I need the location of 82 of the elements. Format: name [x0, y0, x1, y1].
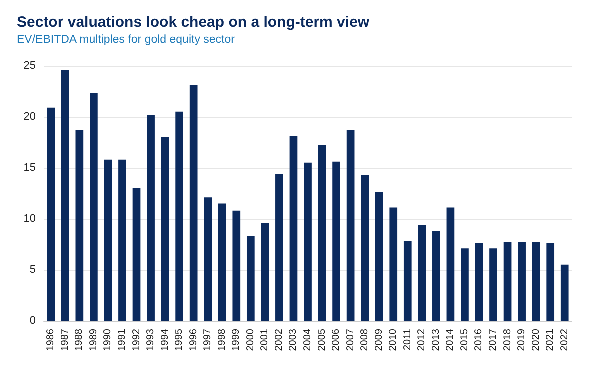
bar	[318, 146, 326, 321]
y-tick-label: 20	[24, 111, 36, 123]
bar	[118, 160, 126, 321]
chart-title: Sector valuations look cheap on a long-term view	[17, 14, 370, 31]
bar	[132, 188, 141, 321]
x-tick-label: 2011	[402, 328, 414, 351]
bar	[147, 114, 155, 321]
x-tick-label: 2002	[274, 328, 285, 352]
x-tick-label: 2003	[288, 328, 300, 352]
bar	[461, 248, 469, 321]
y-tick-label: 5	[30, 264, 36, 276]
x-tick-label: 2001	[260, 328, 271, 352]
x-tick-label: 1993	[146, 328, 157, 352]
x-tick-label: 2014	[445, 328, 456, 352]
x-tick-label: 2000	[245, 328, 256, 352]
x-tick-label: 1996	[188, 328, 200, 352]
x-tick-label: 1994	[160, 328, 171, 352]
bar	[47, 108, 56, 321]
bar	[560, 264, 569, 321]
x-tick-label: 2015	[459, 328, 470, 352]
bar	[218, 204, 226, 321]
bar	[518, 242, 526, 321]
x-tick-label: 1986	[46, 328, 57, 352]
x-tick-label: 1991	[116, 328, 128, 352]
x-tick-label: 1995	[174, 328, 186, 352]
bar	[90, 94, 98, 321]
bar	[290, 136, 298, 321]
x-tick-label: 1998	[216, 328, 228, 352]
x-tick-label: 2008	[360, 328, 371, 352]
bar	[504, 242, 512, 321]
x-tick-label: 1997	[202, 328, 214, 352]
x-tick-label: 2013	[430, 328, 442, 352]
x-tick-label: 2005	[316, 328, 328, 352]
bar	[204, 198, 212, 321]
x-tick-label: 2022	[559, 328, 570, 352]
bar	[304, 162, 312, 321]
bar	[246, 236, 255, 321]
bar	[176, 112, 184, 321]
bar	[61, 70, 70, 321]
y-tick-label: 25	[24, 60, 36, 72]
x-tick-label: 2021	[545, 328, 556, 352]
x-tick-label: 1987	[60, 328, 71, 352]
bar	[190, 85, 198, 321]
bar	[261, 223, 270, 321]
x-tick-label: 2009	[374, 328, 385, 352]
bar	[446, 208, 455, 321]
bar	[490, 248, 498, 321]
x-tick-label: 1988	[74, 328, 86, 352]
bar	[76, 130, 84, 321]
x-tick-label: 2019	[516, 328, 528, 352]
chart-subtitle: EV/EBITDA multiples for gold equity sector	[17, 34, 236, 46]
x-tick-label: 2017	[488, 328, 500, 352]
bar	[332, 162, 340, 321]
bar	[375, 192, 384, 321]
bar	[161, 137, 170, 321]
bar	[361, 175, 370, 321]
bar	[532, 242, 540, 321]
x-tick-label: 2007	[345, 328, 356, 352]
x-tick-label: 2020	[530, 328, 542, 352]
bar	[418, 225, 426, 321]
bar	[276, 174, 284, 321]
y-tick-label: 15	[24, 162, 36, 174]
bar	[232, 210, 241, 321]
x-tick-label: 2018	[502, 328, 514, 352]
bar	[432, 231, 440, 321]
x-tick-label: 2010	[388, 328, 400, 352]
y-tick-label: 0	[30, 315, 36, 327]
bar	[104, 160, 112, 321]
x-tick-label: 2012	[416, 328, 428, 352]
x-tick-label: 1989	[88, 328, 100, 352]
x-tick-label: 2004	[302, 328, 314, 352]
y-tick-label: 10	[24, 213, 36, 225]
bar	[546, 243, 555, 321]
x-tick-label: 1999	[231, 328, 242, 352]
x-tick-label: 2006	[331, 328, 342, 352]
bar	[475, 243, 484, 321]
bar	[404, 241, 412, 321]
x-tick-label: 1990	[102, 328, 114, 352]
x-tick-label: 2016	[474, 328, 485, 352]
bar	[390, 208, 398, 321]
bar	[346, 130, 355, 321]
x-tick-label: 1992	[131, 328, 142, 352]
